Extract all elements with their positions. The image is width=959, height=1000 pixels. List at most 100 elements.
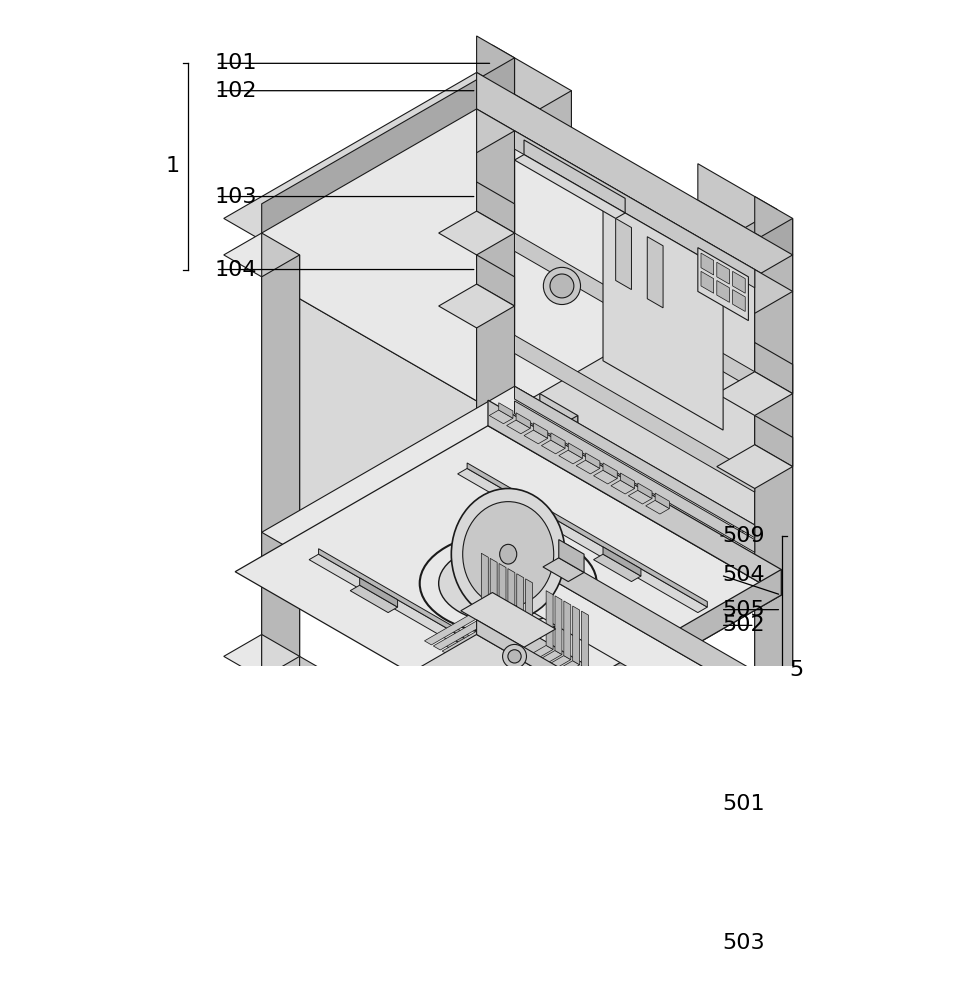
- Polygon shape: [223, 817, 299, 861]
- Polygon shape: [517, 574, 524, 632]
- Polygon shape: [223, 72, 515, 240]
- Text: 502: 502: [722, 615, 764, 635]
- Circle shape: [544, 267, 580, 305]
- Polygon shape: [262, 656, 299, 861]
- Polygon shape: [425, 608, 488, 645]
- Polygon shape: [223, 634, 299, 678]
- Polygon shape: [438, 284, 515, 328]
- Polygon shape: [647, 237, 663, 308]
- Polygon shape: [698, 164, 777, 246]
- Polygon shape: [565, 897, 609, 1000]
- Polygon shape: [515, 386, 755, 538]
- Circle shape: [550, 274, 573, 298]
- Polygon shape: [716, 671, 755, 718]
- Polygon shape: [502, 270, 755, 671]
- Polygon shape: [716, 853, 793, 897]
- Polygon shape: [716, 445, 793, 488]
- Polygon shape: [733, 271, 745, 293]
- Circle shape: [508, 650, 521, 663]
- Polygon shape: [490, 558, 497, 617]
- Polygon shape: [755, 416, 793, 467]
- Polygon shape: [701, 271, 713, 293]
- Ellipse shape: [500, 544, 517, 564]
- Polygon shape: [469, 634, 532, 670]
- Polygon shape: [235, 426, 782, 741]
- Polygon shape: [540, 255, 793, 437]
- Polygon shape: [262, 773, 540, 934]
- Ellipse shape: [445, 547, 572, 620]
- Polygon shape: [457, 468, 708, 613]
- Ellipse shape: [462, 502, 553, 607]
- Polygon shape: [716, 280, 730, 302]
- Polygon shape: [499, 403, 513, 418]
- Ellipse shape: [438, 543, 577, 624]
- Polygon shape: [460, 593, 555, 647]
- Polygon shape: [460, 628, 524, 665]
- Polygon shape: [540, 821, 793, 1000]
- Polygon shape: [477, 638, 793, 875]
- Polygon shape: [492, 91, 572, 173]
- Polygon shape: [525, 666, 589, 703]
- Text: 104: 104: [215, 260, 257, 280]
- Polygon shape: [477, 682, 811, 912]
- Polygon shape: [716, 671, 793, 715]
- Polygon shape: [262, 386, 755, 671]
- Ellipse shape: [543, 884, 587, 910]
- Polygon shape: [299, 656, 540, 821]
- Polygon shape: [515, 233, 755, 390]
- Text: 101: 101: [215, 53, 257, 73]
- Polygon shape: [540, 394, 577, 817]
- Polygon shape: [559, 450, 582, 464]
- Polygon shape: [502, 795, 540, 842]
- Polygon shape: [755, 671, 793, 875]
- Polygon shape: [223, 693, 793, 1000]
- Polygon shape: [611, 480, 635, 494]
- Polygon shape: [477, 72, 793, 291]
- Text: 505: 505: [722, 600, 765, 620]
- Polygon shape: [477, 109, 515, 532]
- Polygon shape: [524, 140, 625, 213]
- Polygon shape: [489, 410, 513, 424]
- Polygon shape: [594, 554, 641, 582]
- Polygon shape: [564, 601, 571, 660]
- Polygon shape: [477, 510, 515, 715]
- Polygon shape: [502, 795, 577, 839]
- Polygon shape: [477, 558, 755, 718]
- Ellipse shape: [464, 967, 508, 992]
- Polygon shape: [499, 499, 546, 527]
- Polygon shape: [223, 109, 793, 437]
- Polygon shape: [489, 645, 553, 682]
- Polygon shape: [262, 233, 299, 656]
- Polygon shape: [716, 762, 755, 810]
- Polygon shape: [515, 532, 755, 697]
- Polygon shape: [755, 197, 793, 255]
- Polygon shape: [262, 682, 540, 842]
- Polygon shape: [350, 585, 398, 613]
- Polygon shape: [502, 886, 540, 934]
- Polygon shape: [502, 233, 793, 401]
- Polygon shape: [299, 748, 540, 912]
- Polygon shape: [716, 262, 730, 284]
- Polygon shape: [586, 453, 600, 468]
- Polygon shape: [492, 45, 572, 127]
- Polygon shape: [502, 978, 577, 1000]
- Polygon shape: [438, 693, 515, 737]
- Polygon shape: [603, 463, 618, 478]
- Polygon shape: [486, 826, 530, 979]
- Polygon shape: [318, 549, 559, 693]
- Text: 509: 509: [722, 526, 764, 546]
- Text: 1: 1: [166, 156, 180, 176]
- Polygon shape: [438, 510, 515, 554]
- Polygon shape: [559, 540, 584, 572]
- Polygon shape: [413, 634, 603, 744]
- Polygon shape: [438, 211, 515, 255]
- Polygon shape: [515, 131, 755, 525]
- Polygon shape: [638, 483, 652, 499]
- Polygon shape: [540, 416, 577, 839]
- Polygon shape: [628, 490, 652, 504]
- Text: 5: 5: [790, 660, 804, 680]
- Polygon shape: [655, 493, 669, 509]
- Polygon shape: [526, 579, 532, 638]
- Polygon shape: [546, 591, 553, 649]
- Polygon shape: [481, 553, 488, 612]
